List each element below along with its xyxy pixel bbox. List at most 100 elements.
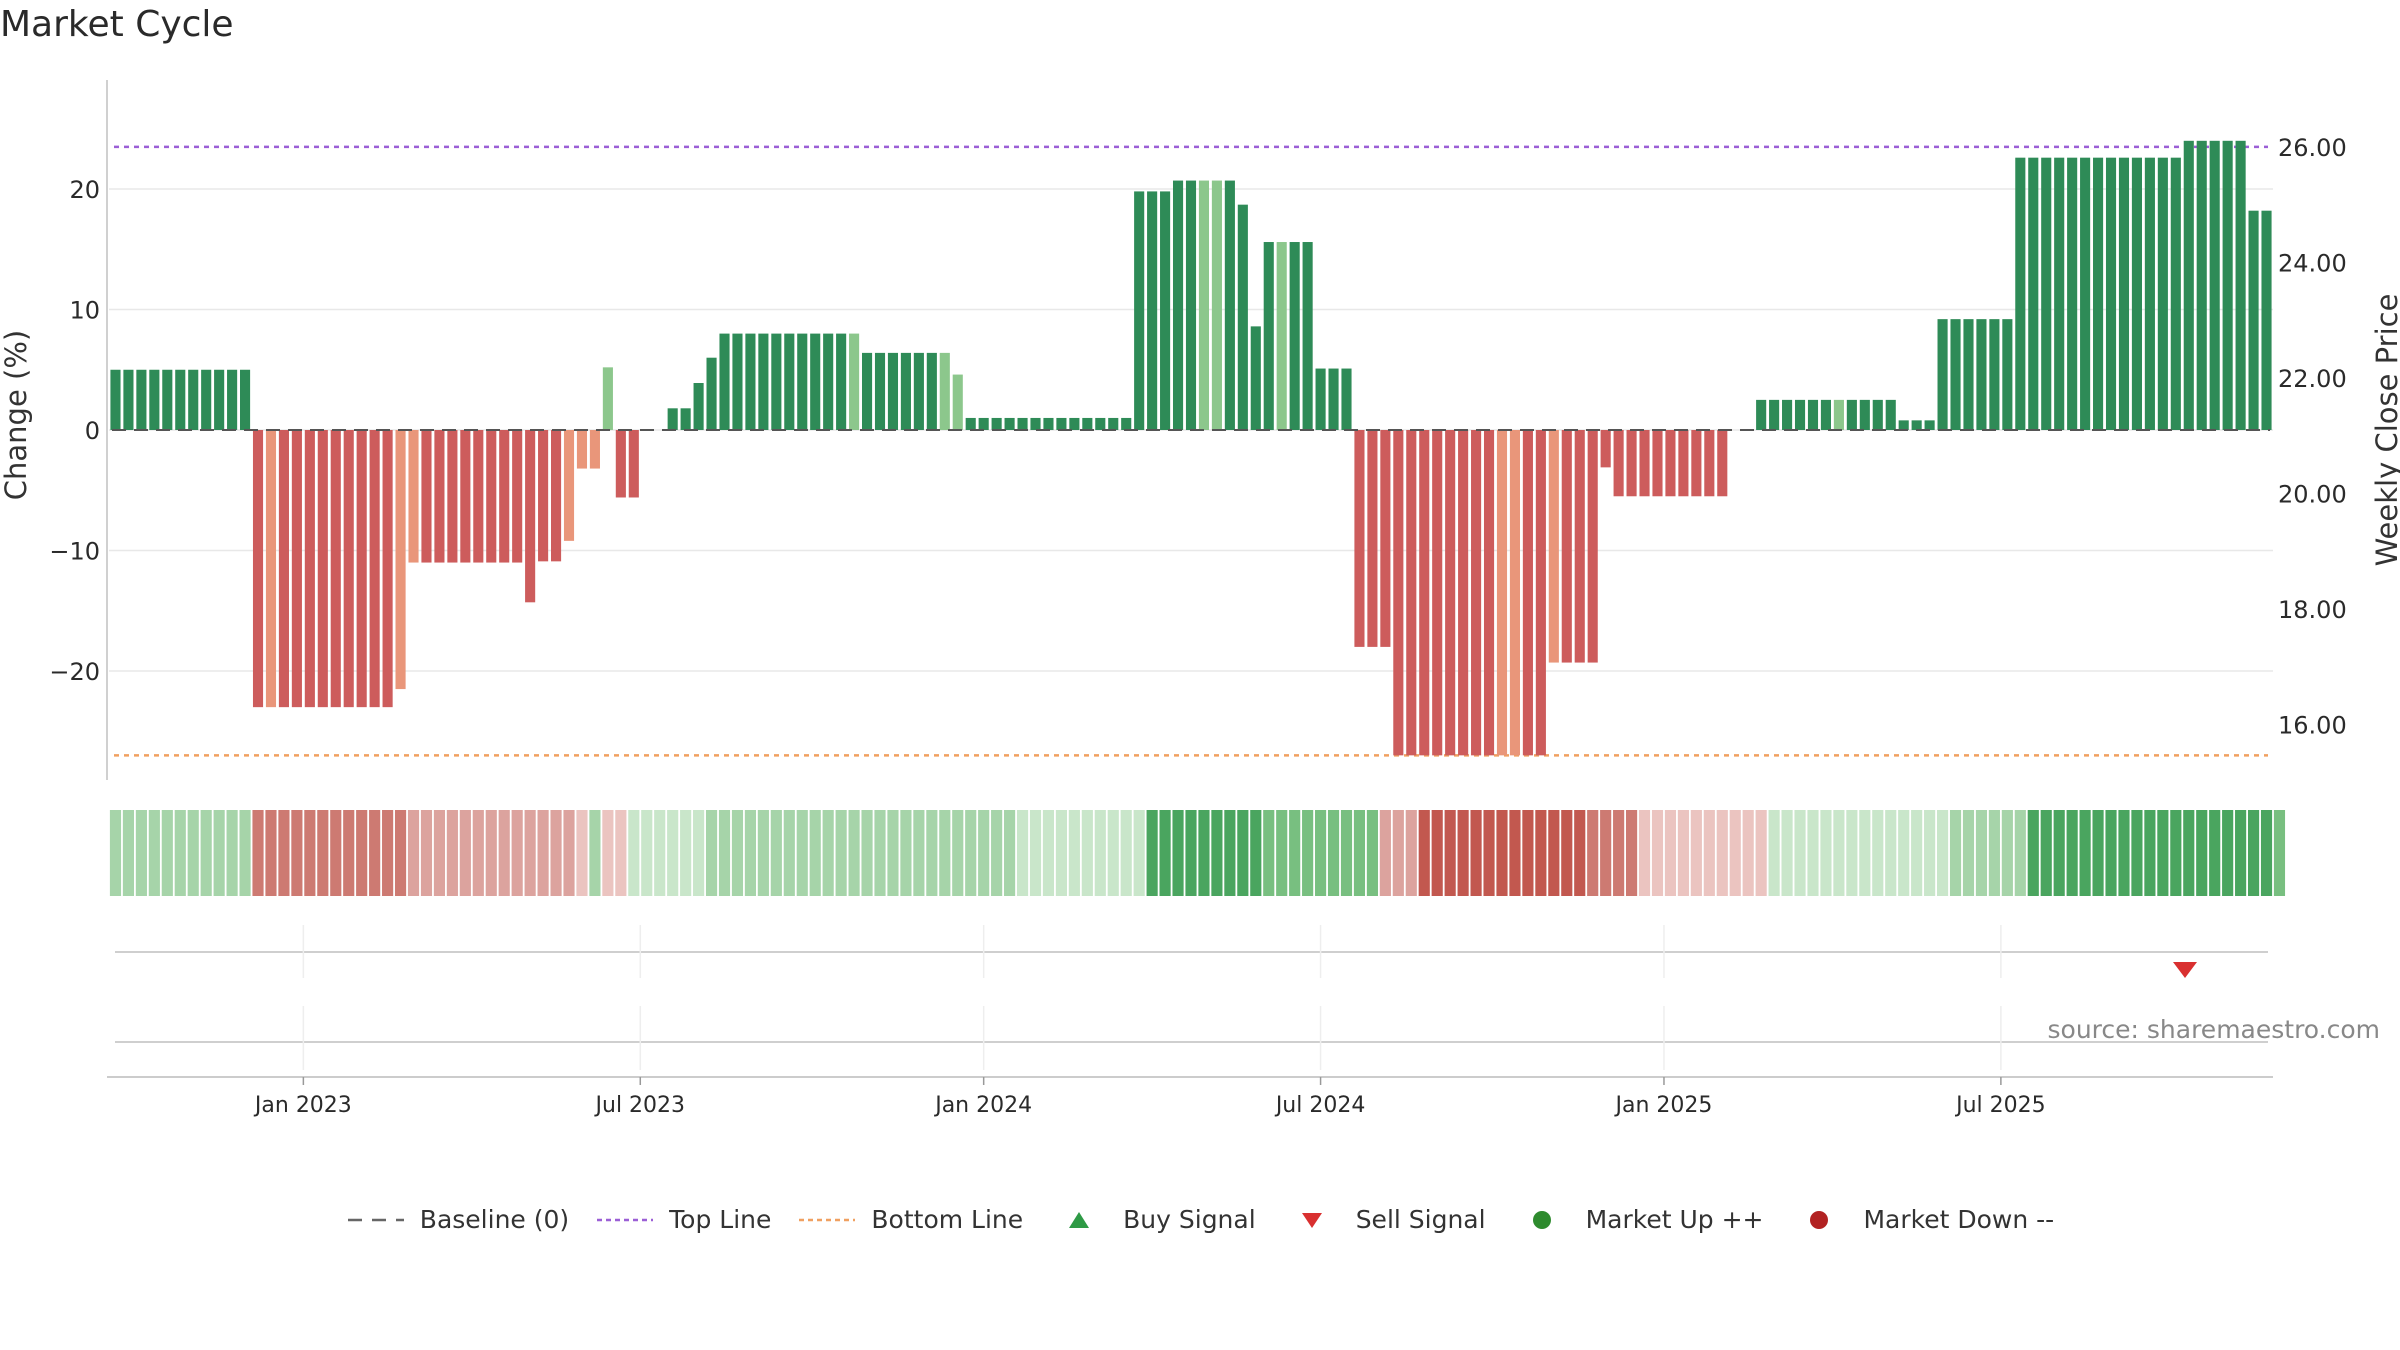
change-bar [1056,417,1067,430]
change-bar [1587,430,1598,663]
change-bar [1769,399,1780,430]
change-bar [1328,368,1339,430]
heat-cell [2066,810,2078,896]
y-tick-label: −10 [49,538,100,566]
sell-signal-marker [2173,962,2197,978]
heat-cell [1872,810,1884,896]
change-bar [1924,420,1935,430]
change-bar [2209,140,2220,431]
change-bar [1082,417,1093,430]
heat-cell [485,810,497,896]
heat-cell [1703,810,1715,896]
change-bar [1172,180,1184,430]
change-bar [1289,242,1300,430]
heat-cell [1224,810,1236,896]
change-bar [1626,430,1637,497]
change-bar [823,333,834,430]
change-bar [1548,430,1559,663]
heat-cell [2001,810,2013,896]
change-bar [1147,191,1158,430]
dot-icon [799,1218,856,1221]
heat-cell [796,810,808,896]
heat-cell [1379,810,1391,896]
heat-cell [330,810,342,896]
legend-item[interactable]: Baseline (0) [346,1205,569,1234]
change-bar [227,369,238,430]
legend-item[interactable]: Bottom Line [797,1205,1023,1234]
heat-cell [1496,810,1508,896]
change-bar [745,333,756,430]
change-bar [1937,319,1948,430]
heat-cell [1392,810,1404,896]
y-right-tick-label: 20.00 [2278,481,2347,509]
heat-cell [1276,810,1288,896]
heat-cell [1561,810,1573,896]
change-bar [1224,180,1235,430]
legend-item[interactable]: Market Down -- [1789,1205,2054,1234]
change-bar [1211,180,1222,430]
change-bar [1185,180,1197,430]
heat-cell [1405,810,1417,896]
change-bar [1380,430,1391,647]
change-bar [1652,430,1663,497]
heat-cell [382,810,394,896]
heat-cell [1418,810,1430,896]
legend-item[interactable]: Buy Signal [1049,1205,1256,1234]
heat-cell [861,810,873,896]
heat-cell [744,810,756,896]
change-bar [1263,242,1274,430]
change-bar [1134,191,1145,430]
change-bar [1963,319,1974,430]
legend-label: Bottom Line [871,1205,1024,1234]
legend-label: Sell Signal [1355,1205,1486,1234]
heat-cell [369,810,381,896]
heat-cell [2235,810,2247,896]
heat-cell [1185,810,1197,896]
heat-cell [1988,810,2000,896]
heat-cell [1029,810,1042,896]
heat-cell [2247,810,2260,896]
heat-cell [952,810,964,896]
legend-item[interactable]: Top Line [595,1205,771,1234]
heat-cell [1794,810,1806,896]
heat-cell [1457,810,1469,896]
change-bar [1367,430,1378,647]
heat-cell [1522,810,1534,896]
heat-cell [2183,810,2195,896]
change-bar [304,430,315,708]
change-bar [1237,204,1248,430]
heat-cell [978,810,990,896]
change-bar [265,430,277,708]
heat-cell [2273,810,2286,896]
heat-cell [187,810,199,896]
heat-cell [2209,810,2221,896]
change-bar [2105,157,2117,431]
change-bar [395,430,406,690]
change-bar [460,430,471,563]
heat-cell [1263,810,1275,896]
heat-cell [2079,810,2091,896]
heat-cell [965,810,977,896]
change-bar [913,352,924,430]
change-bar [1989,319,2000,430]
x-tick-label: Jan 2024 [933,1093,1032,1118]
heat-cell [1962,810,1975,896]
heat-cell [1315,810,1327,896]
legend-item[interactable]: Market Up ++ [1512,1205,1763,1234]
heat-cell [1431,810,1443,896]
change-bar [291,430,302,708]
heat-cell [265,810,277,896]
change-bar [2183,140,2194,431]
legend-item[interactable]: Sell Signal [1282,1205,1486,1234]
change-bar [758,333,769,430]
change-bar [1509,430,1521,756]
triangle-down-icon [1301,1212,1322,1228]
change-bar [2015,157,2026,431]
heat-cell [1016,810,1029,896]
heat-cell [459,810,471,896]
change-bar [1574,430,1585,663]
heat-cell [1198,810,1210,896]
heat-cell [1755,810,1767,896]
heat-cell [874,810,886,896]
change-bar [1561,430,1572,663]
